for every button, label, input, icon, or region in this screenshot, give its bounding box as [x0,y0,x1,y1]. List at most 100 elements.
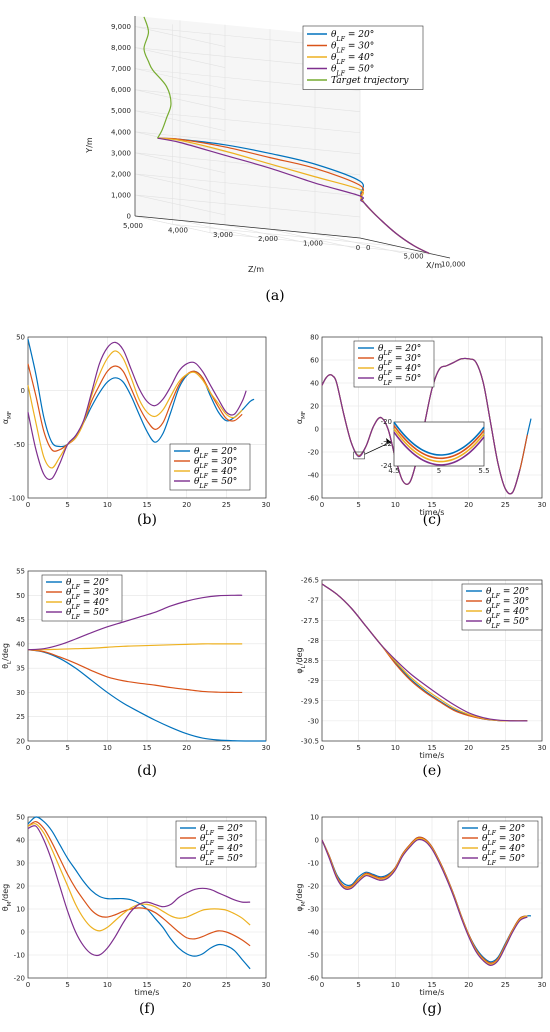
x-tick-label: 15 [428,981,437,989]
panel-caption: (e) [422,763,441,779]
x-tick-label: 0 [320,744,324,752]
axes-frame [27,336,267,499]
inset-y-tick: -24 [381,462,393,470]
trajectory-5 [143,16,172,139]
y-tick-label: 9,000 [111,23,131,31]
x-tick-label: 5 [65,744,69,752]
y-tick-label: -27.5 [301,617,319,625]
y-tick-label: 10 [16,906,25,914]
x-tick-label: 20 [464,501,473,509]
y-tick-label: 30 [16,860,25,868]
series-line-4 [27,341,247,481]
inset-x-tick: 4.5 [388,467,399,475]
x-tick-label: 10 [391,501,400,509]
axes-frame [27,570,267,742]
series-line-3 [27,350,243,469]
series-line-4 [321,838,528,966]
x-tick-label: 15 [143,981,152,989]
x-tick-label: 10 [103,744,112,752]
z-axis-line [134,215,361,239]
y-axis-label: αMF [1,411,13,424]
y-tick-label: 50 [16,814,25,822]
series-line-2 [27,649,243,694]
legend-entry: θLF = 30° [378,354,421,367]
series-line-3 [27,643,243,651]
x-tick-label: 5 [356,981,360,989]
arrow-head [386,438,391,443]
series-line-2 [321,836,528,964]
legend-entry: θLF = 40° [331,53,374,66]
y-tick-label: 60 [310,357,319,365]
legend-entry: θLF = 30° [482,834,525,847]
legend-box [302,25,424,90]
x-tick-label: 5 [65,501,69,509]
z-tick-label: 4,000 [168,226,188,234]
inset-x-tick: 5.5 [478,467,489,475]
trajectory-4 [157,137,430,254]
y-tick-label: 8,000 [111,44,131,52]
z-tick-label: 3,000 [213,231,233,239]
y-axis-label: Y/m [85,137,94,154]
x-tick-label: 30 [262,501,271,509]
x-tick-label: 30 [538,501,547,509]
y-tick-label: -20 [14,975,25,983]
inset-y-tick: -20 [381,418,392,426]
legend-entry: θLF = 50° [194,477,237,490]
x-tick-label: 10 [391,981,400,989]
legend-entry: θLF = 30° [486,597,529,610]
legend-entry: θLF = 40° [66,598,109,611]
y-tick-label: 1,000 [111,191,131,199]
y-tick-label: 40 [16,640,25,648]
y-tick-label: -20 [308,883,319,891]
series-line-4 [27,825,251,957]
x-axis-label: time/s [135,988,160,997]
x-tick-label: 15 [143,744,152,752]
legend: θLF = 20°θLF = 30°θLF = 40°θLF = 50° [175,820,257,868]
x-tick-label: 30 [262,744,271,752]
y-tick-label: -30 [308,906,319,914]
x-tick-label: 15 [428,501,437,509]
x-axis-line [359,237,451,259]
y-tick-label: 45 [16,616,25,624]
x-tick-label: 20 [464,981,473,989]
y-tick-label: -28.5 [301,657,319,665]
x-tick-label: 25 [222,501,231,509]
legend-entry: θLF = 20° [331,30,374,43]
x-tick-label: 0 [26,501,30,509]
y-tick-label: 4,000 [111,128,131,136]
legend-entry: θLF = 50° [66,608,109,621]
grid-x [209,32,436,255]
y-tick-label: -60 [308,495,319,503]
x-tick-label: 30 [538,744,547,752]
z-tick-label: 0 [356,244,360,252]
x-tick-label: 10 [103,981,112,989]
y-tick-label: -40 [308,929,319,937]
legend: θLF = 20°θLF = 30°θLF = 40°θLF = 50° [41,574,123,622]
legend-entry: Target trajectory [331,76,409,86]
y-tick-label: -29 [308,677,319,685]
z-tick-label: 2,000 [258,235,278,243]
panel-d-theta-l: 0 5 10 15 20 25 30 20 25 30 35 40 45 50 55 θL/deg (d) θLF… [1,568,270,780]
x-tick-label: 25 [501,501,510,509]
series-line-1 [27,649,267,742]
x-tick-label: 25 [501,744,510,752]
x-axis-label: time/s [420,508,445,517]
y-tick-label: 2,000 [111,170,131,178]
x-tick-label: 10 [103,501,112,509]
legend-entry: θLF = 40° [482,844,525,857]
x-tick-label: 15 [428,744,437,752]
y-tick-label: -60 [308,975,319,983]
y-tick-label: 25 [16,713,25,721]
y-tick-label: -29.5 [301,697,319,705]
x-tick-label: 25 [222,981,231,989]
panel-a-3d-trajectory: 0 1,000 2,000 3,000 4,000 5,000 6,000 7,000 8,00… [85,16,466,304]
y-tick-label: 0 [21,929,25,937]
z-tick-label: 1,000 [303,240,323,248]
x-tick-label: 20 [182,981,191,989]
legend-entry: θLF = 40° [378,364,421,377]
x-tick-label: 25 [222,744,231,752]
y-axis-label: φL/deg [295,647,307,673]
y-axis-label: θM/deg [1,884,13,912]
x-tick-label: 0 [366,244,370,252]
